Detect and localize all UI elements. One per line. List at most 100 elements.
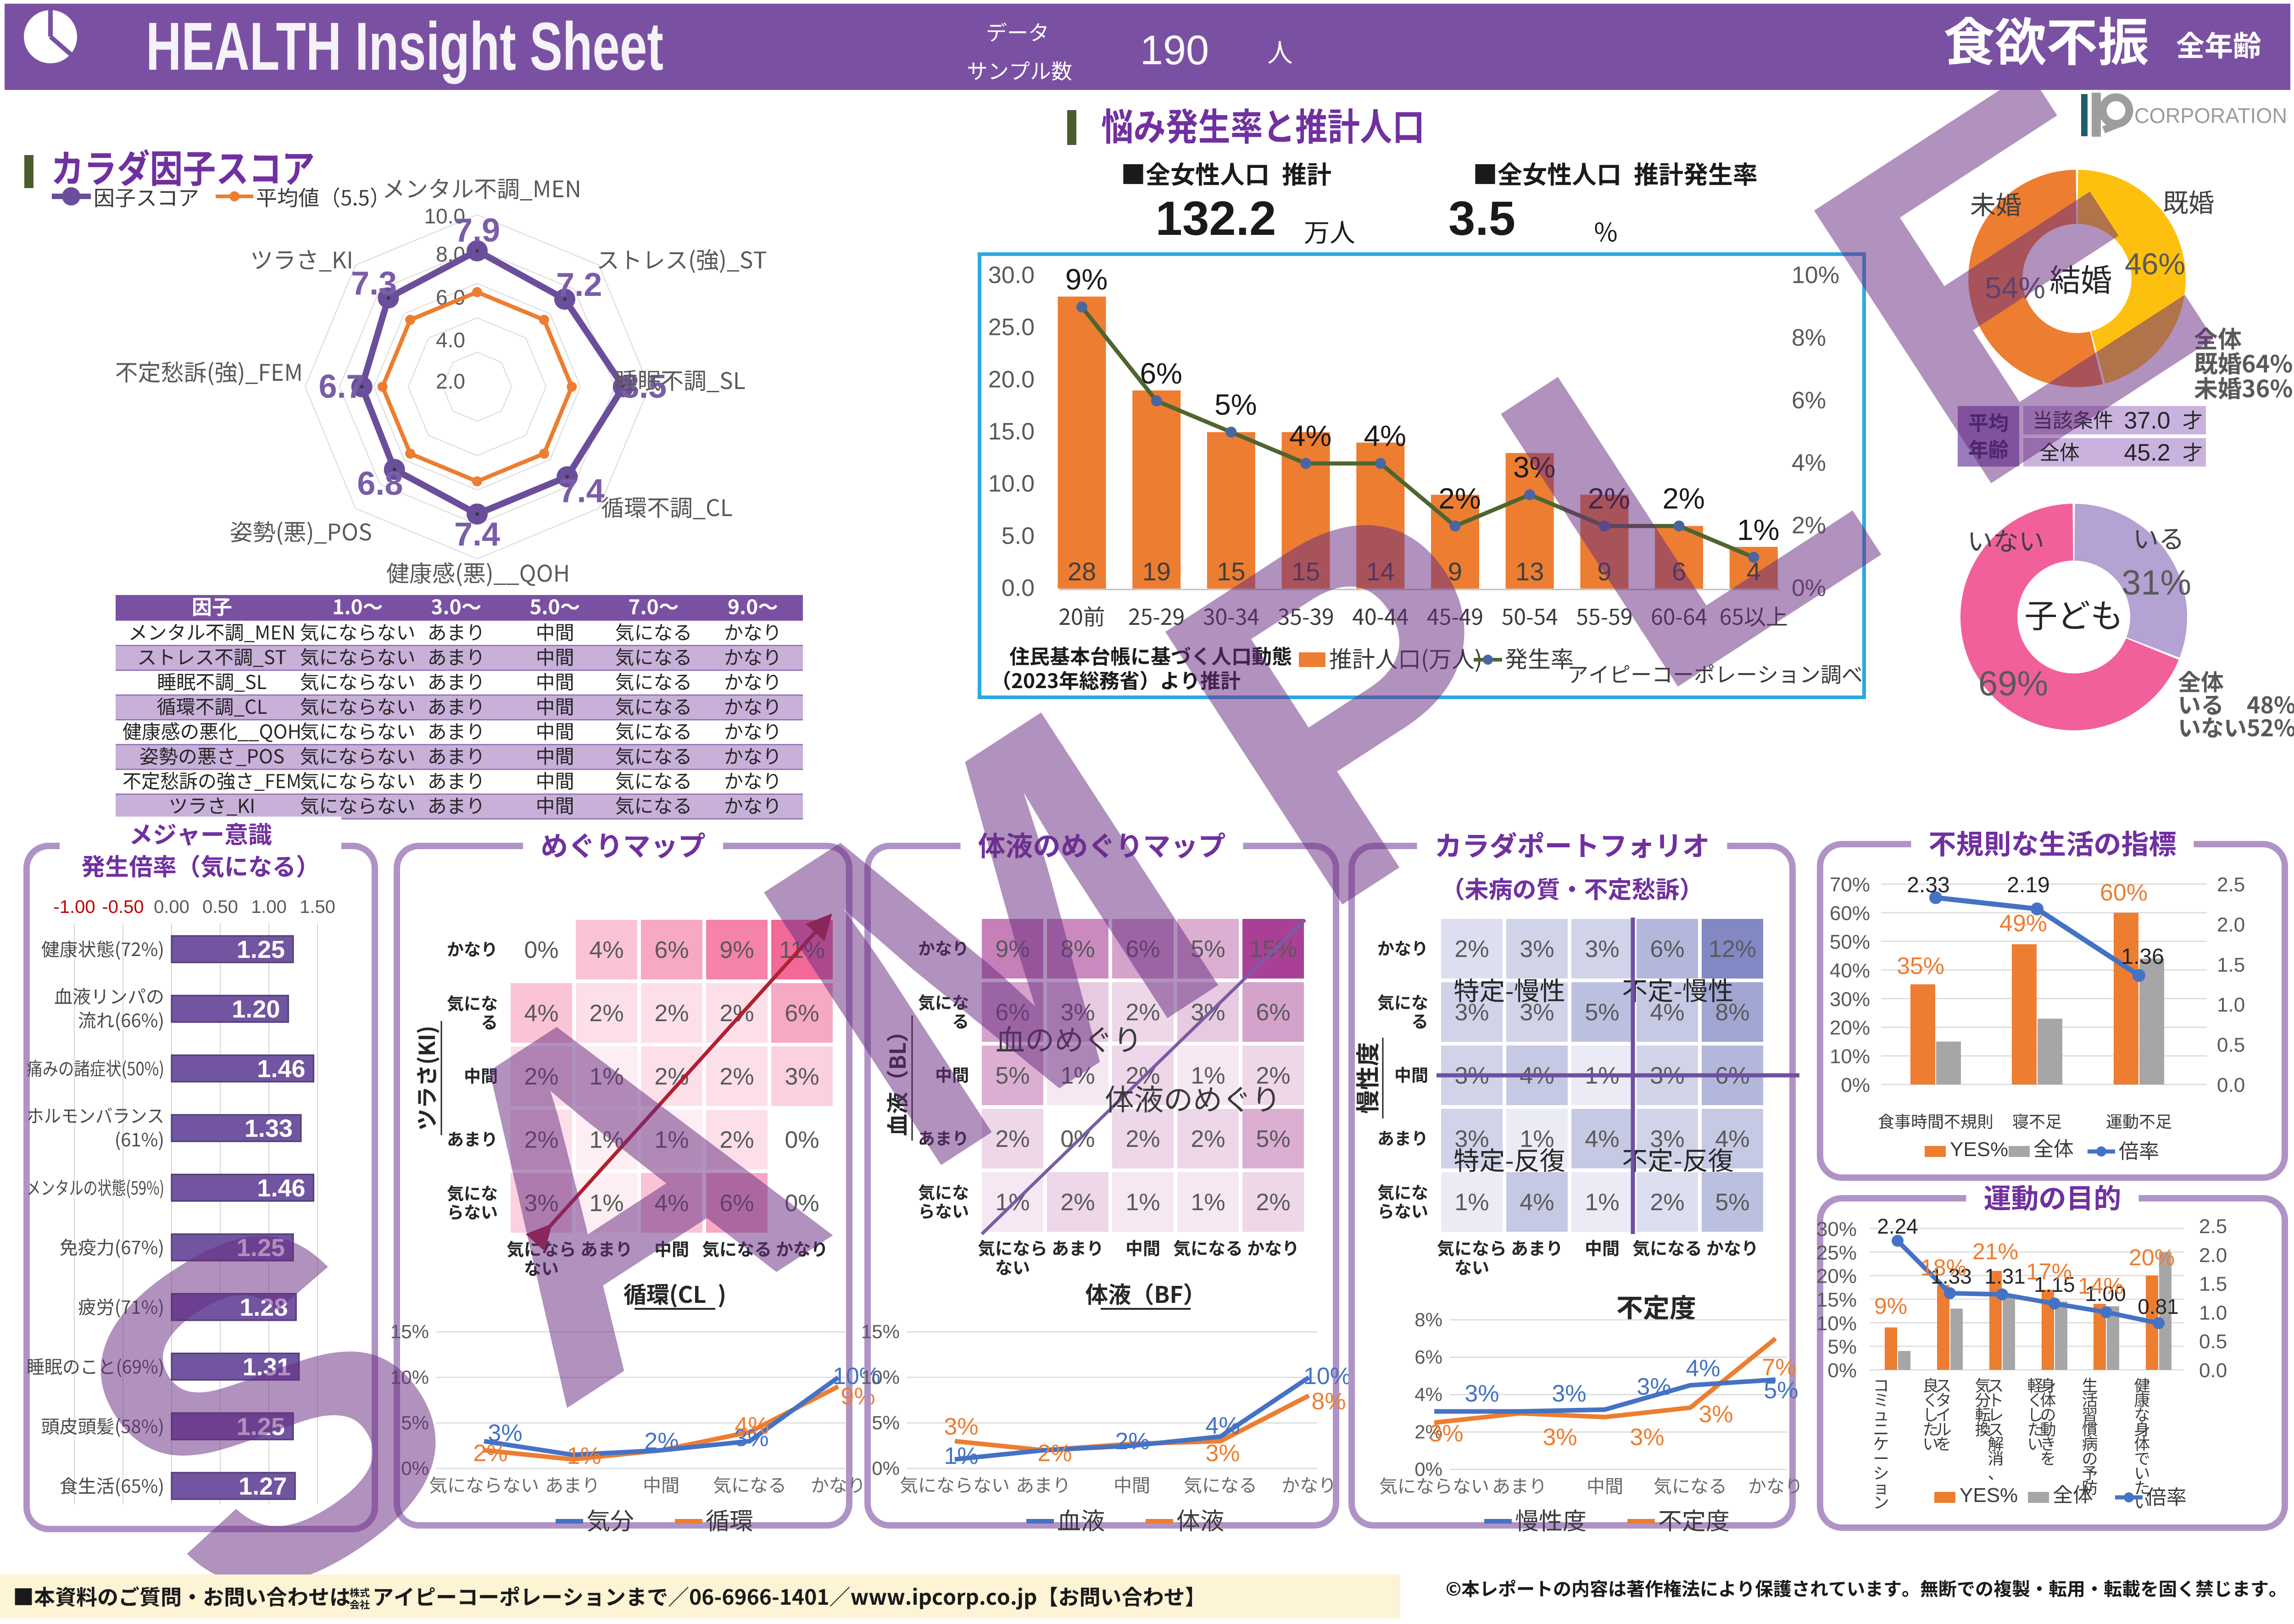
- svg-text:10%: 10%: [861, 1366, 900, 1388]
- svg-text:70%: 70%: [1830, 873, 1870, 896]
- svg-text:31%: 31%: [2121, 563, 2191, 602]
- svg-text:3%: 3%: [734, 1425, 768, 1452]
- svg-text:4%: 4%: [1205, 1413, 1240, 1439]
- svg-text:0%: 0%: [401, 1457, 429, 1479]
- svg-text:0%: 0%: [1827, 1359, 1857, 1382]
- svg-text:3%: 3%: [1520, 999, 1554, 1026]
- svg-text:1.5: 1.5: [2199, 1273, 2227, 1296]
- svg-text:2%: 2%: [1060, 1189, 1095, 1216]
- svg-text:3%: 3%: [1698, 1401, 1733, 1428]
- svg-text:6%: 6%: [1125, 936, 1160, 962]
- svg-text:1%: 1%: [1125, 1189, 1160, 1216]
- svg-text:5%: 5%: [1191, 936, 1225, 962]
- svg-text:1%: 1%: [1060, 1062, 1095, 1089]
- svg-text:15: 15: [1292, 557, 1320, 586]
- svg-text:1.00: 1.00: [251, 897, 287, 917]
- svg-text:1.27: 1.27: [239, 1473, 287, 1500]
- svg-text:2.5: 2.5: [2217, 873, 2245, 896]
- svg-text:0.0: 0.0: [2199, 1359, 2227, 1382]
- svg-text:2%: 2%: [1414, 1421, 1442, 1443]
- svg-text:2%: 2%: [1438, 482, 1481, 515]
- svg-text:60%: 60%: [2100, 879, 2148, 906]
- svg-text:46%: 46%: [2125, 247, 2185, 281]
- svg-text:8%: 8%: [1715, 999, 1749, 1026]
- svg-text:1.25: 1.25: [237, 936, 285, 963]
- svg-text:1%: 1%: [1737, 513, 1780, 546]
- svg-text:3%: 3%: [1464, 1380, 1499, 1407]
- svg-text:54%: 54%: [1985, 271, 2045, 305]
- svg-text:6%: 6%: [1256, 999, 1290, 1026]
- svg-text:10%: 10%: [1816, 1312, 1857, 1335]
- svg-text:3%: 3%: [1205, 1440, 1240, 1467]
- svg-text:5%: 5%: [401, 1412, 429, 1434]
- svg-text:6%: 6%: [1650, 936, 1684, 962]
- svg-text:1.31: 1.31: [243, 1353, 291, 1381]
- svg-text:18%: 18%: [1921, 1255, 1966, 1280]
- svg-text:5%: 5%: [1764, 1377, 1798, 1404]
- svg-text:1.25: 1.25: [237, 1413, 285, 1440]
- svg-text:10%: 10%: [390, 1366, 429, 1388]
- svg-text:1.25: 1.25: [237, 1234, 285, 1262]
- svg-text:9%: 9%: [1065, 263, 1108, 296]
- svg-text:0%: 0%: [1414, 1458, 1442, 1480]
- svg-text:8%: 8%: [1060, 936, 1095, 962]
- svg-text:4%: 4%: [1650, 999, 1684, 1026]
- svg-text:4%: 4%: [1792, 450, 1826, 476]
- svg-text:-1.00: -1.00: [53, 897, 95, 917]
- svg-text:12%: 12%: [1709, 936, 1756, 962]
- svg-text:7.9: 7.9: [454, 212, 500, 249]
- svg-text:1%: 1%: [567, 1443, 601, 1469]
- svg-text:20%: 20%: [2129, 1245, 2175, 1270]
- svg-text:4%: 4%: [735, 1413, 769, 1439]
- svg-text:37.0: 37.0: [2124, 407, 2170, 434]
- svg-text:1.0: 1.0: [2217, 994, 2245, 1016]
- svg-text:9: 9: [1448, 557, 1462, 586]
- svg-text:10%: 10%: [1792, 262, 1839, 289]
- svg-text:2%: 2%: [1588, 482, 1631, 515]
- svg-text:1%: 1%: [1191, 1189, 1225, 1216]
- svg-text:YES%: YES%: [1960, 1484, 2018, 1507]
- svg-text:14: 14: [1366, 557, 1395, 586]
- svg-text:28: 28: [1068, 557, 1096, 586]
- svg-text:CORPORATION: CORPORATION: [2134, 104, 2287, 128]
- svg-text:0.50: 0.50: [202, 897, 238, 917]
- svg-text:8%: 8%: [1414, 1309, 1442, 1330]
- svg-text:1%: 1%: [944, 1443, 978, 1469]
- svg-text:6.8: 6.8: [357, 466, 403, 502]
- svg-text:4%: 4%: [1520, 1189, 1554, 1216]
- svg-text:0.5: 0.5: [2217, 1034, 2245, 1057]
- svg-text:2%: 2%: [1115, 1428, 1149, 1455]
- svg-text:2%: 2%: [473, 1440, 507, 1467]
- svg-text:6%: 6%: [995, 999, 1030, 1026]
- svg-text:49%: 49%: [1999, 910, 2047, 937]
- svg-text:45.2: 45.2: [2124, 439, 2170, 466]
- svg-text:3.5: 3.5: [1448, 192, 1515, 245]
- svg-text:19: 19: [1142, 557, 1171, 586]
- svg-text:2%: 2%: [1191, 1126, 1225, 1152]
- svg-text:13: 13: [1515, 557, 1544, 586]
- svg-text:1.33: 1.33: [245, 1115, 293, 1142]
- svg-text:4%: 4%: [1364, 419, 1407, 452]
- svg-text:60%: 60%: [1830, 902, 1870, 925]
- svg-text:2.0: 2.0: [2199, 1244, 2227, 1267]
- svg-text:20.0: 20.0: [988, 366, 1035, 393]
- svg-text:2.24: 2.24: [1877, 1214, 1918, 1238]
- svg-text:3%: 3%: [1060, 999, 1095, 1026]
- svg-text:-0.50: -0.50: [102, 897, 144, 917]
- svg-text:20%: 20%: [1830, 1017, 1870, 1039]
- svg-text:10%: 10%: [1303, 1363, 1351, 1390]
- svg-text:3%: 3%: [1637, 1374, 1671, 1400]
- svg-text:1%: 1%: [1454, 1189, 1489, 1216]
- svg-text:3%: 3%: [1513, 450, 1556, 484]
- svg-text:HEALTH Insight Sheet: HEALTH Insight Sheet: [146, 9, 663, 84]
- svg-text:1.28: 1.28: [239, 1294, 288, 1321]
- svg-text:2%: 2%: [1037, 1440, 1072, 1467]
- svg-text:2.5: 2.5: [2199, 1215, 2227, 1238]
- svg-text:10%: 10%: [833, 1363, 880, 1390]
- svg-text:7.4: 7.4: [558, 473, 604, 510]
- svg-text:40%: 40%: [1830, 959, 1870, 982]
- svg-text:3%: 3%: [1552, 1380, 1586, 1407]
- svg-text:15: 15: [1217, 557, 1245, 586]
- svg-text:3%: 3%: [1429, 1420, 1463, 1447]
- svg-text:15%: 15%: [861, 1321, 900, 1342]
